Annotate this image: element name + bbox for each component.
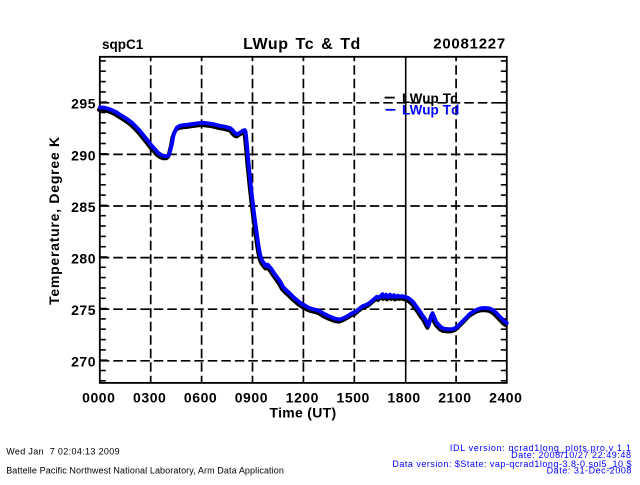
- svg-text:0900: 0900: [235, 390, 268, 406]
- svg-text:20081227: 20081227: [433, 36, 506, 53]
- svg-text:275: 275: [71, 302, 96, 318]
- svg-text:1200: 1200: [286, 390, 319, 406]
- svg-text:sqpC1: sqpC1: [102, 37, 144, 52]
- svg-text:LWup Tc & Td: LWup Tc & Td: [243, 36, 361, 53]
- svg-text:Wed Jan 7 02:04:13 2009: Wed Jan 7 02:04:13 2009: [6, 446, 120, 456]
- svg-text:1500: 1500: [337, 390, 370, 406]
- svg-text:LWup Tc: LWup Tc: [402, 91, 458, 106]
- svg-text:295: 295: [71, 96, 96, 112]
- svg-text:Date: 31-Dec-2008: Date: 31-Dec-2008: [547, 465, 632, 475]
- svg-text:0600: 0600: [184, 390, 217, 406]
- svg-text:280: 280: [71, 251, 96, 267]
- svg-text:Battelle Pacific Northwest Nat: Battelle Pacific Northwest National Labo…: [6, 465, 284, 475]
- svg-text:0000: 0000: [82, 390, 115, 406]
- svg-text:2100: 2100: [438, 390, 471, 406]
- svg-text:285: 285: [71, 199, 96, 215]
- svg-text:Data version: $State: vap-qcra: Data version: $State: vap-qcrad1long-3.8…: [392, 459, 632, 469]
- svg-text:Temperature, Degree K: Temperature, Degree K: [46, 136, 62, 305]
- svg-text:2400: 2400: [489, 390, 522, 406]
- svg-text:290: 290: [71, 147, 96, 163]
- svg-text:LWup Td: LWup Td: [402, 103, 459, 118]
- svg-text:Date: 2008/10/27 22:49:48: Date: 2008/10/27 22:49:48: [511, 450, 631, 460]
- svg-text:270: 270: [71, 354, 96, 370]
- svg-text:IDL version: qcrad1long_plots.: IDL version: qcrad1long_plots.pro,v 1.1: [450, 443, 632, 453]
- svg-text:Time (UT): Time (UT): [270, 404, 337, 420]
- svg-text:1800: 1800: [387, 390, 420, 406]
- svg-text:0300: 0300: [133, 390, 166, 406]
